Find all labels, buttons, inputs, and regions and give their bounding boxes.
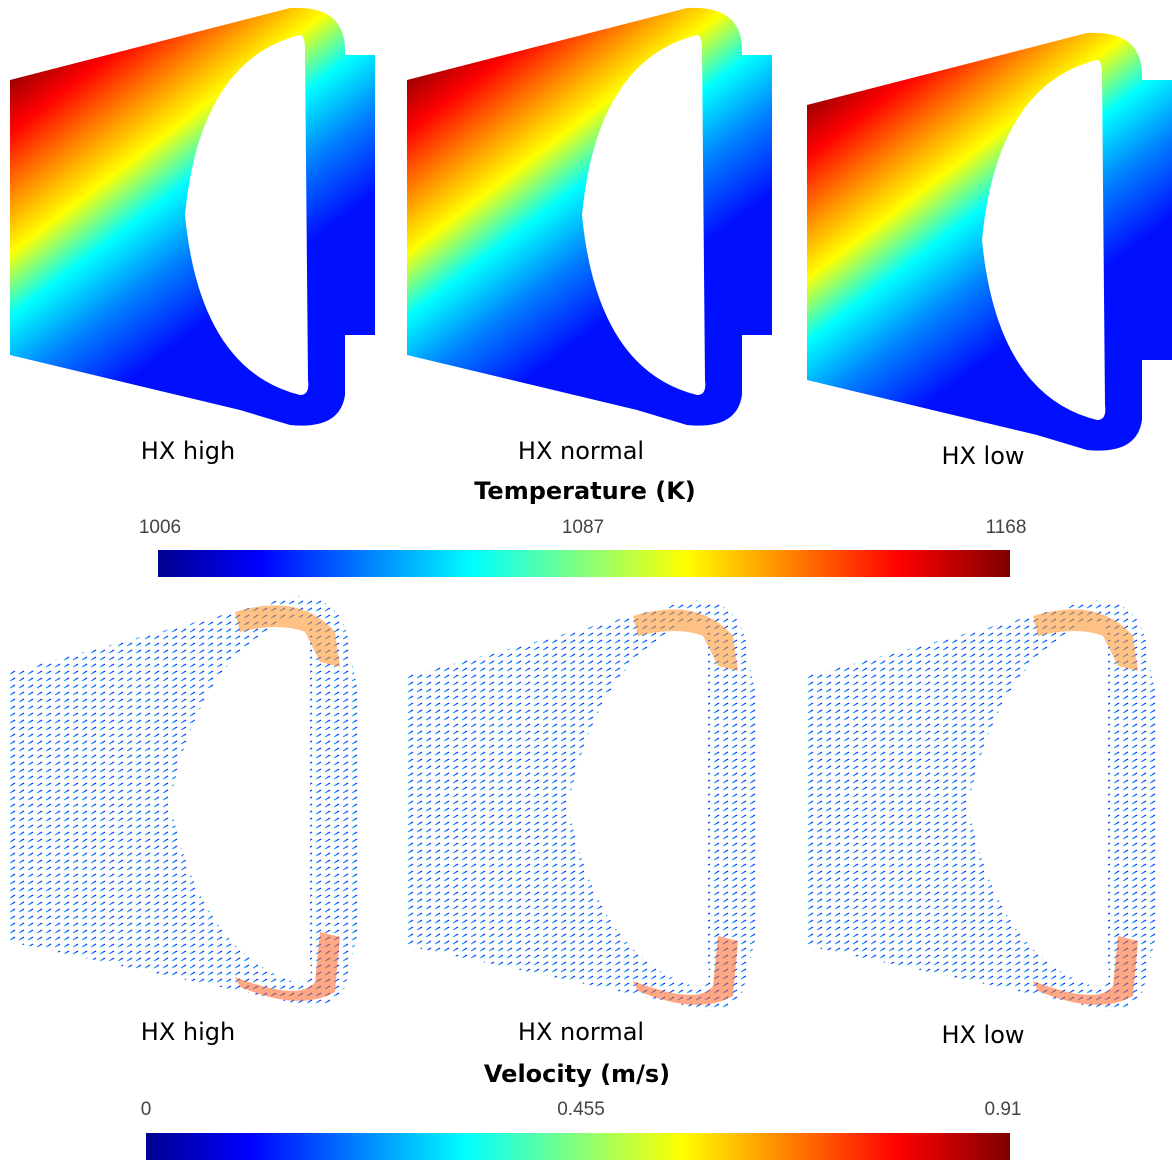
colorbar: [158, 550, 1010, 577]
panel-label: HX low: [941, 1021, 1024, 1049]
contour-plot: [807, 33, 1172, 451]
contour-plot: [407, 8, 772, 426]
panel-label: HX high: [141, 1018, 235, 1046]
colorbar-tick: 1087: [562, 517, 604, 538]
contour-plot: [10, 8, 375, 426]
colorbar-tick: 0: [141, 1099, 152, 1120]
colorbar-title: Velocity (m/s): [484, 1060, 670, 1088]
panel-label: HX normal: [518, 1018, 644, 1046]
figure: HX high HX normal HX low Temperature (K)…: [0, 0, 1172, 1160]
colorbar: [146, 1133, 1010, 1160]
panel-label: HX high: [141, 437, 235, 465]
colorbar-tick: 1006: [139, 517, 181, 538]
colorbar-title: Temperature (K): [474, 477, 696, 505]
vector-plot: [808, 601, 1158, 1011]
temperature-panels: [10, 8, 1172, 451]
panel-label: HX low: [941, 442, 1024, 470]
panel-label: HX normal: [518, 437, 644, 465]
velocity-panels: [10, 597, 1158, 1011]
colorbar-tick: 1168: [986, 517, 1027, 538]
colorbar-tick: 0.91: [985, 1099, 1022, 1120]
colorbar-tick: 0.455: [557, 1099, 605, 1120]
vector-plot: [408, 601, 758, 1011]
vector-plot: [10, 597, 360, 1007]
